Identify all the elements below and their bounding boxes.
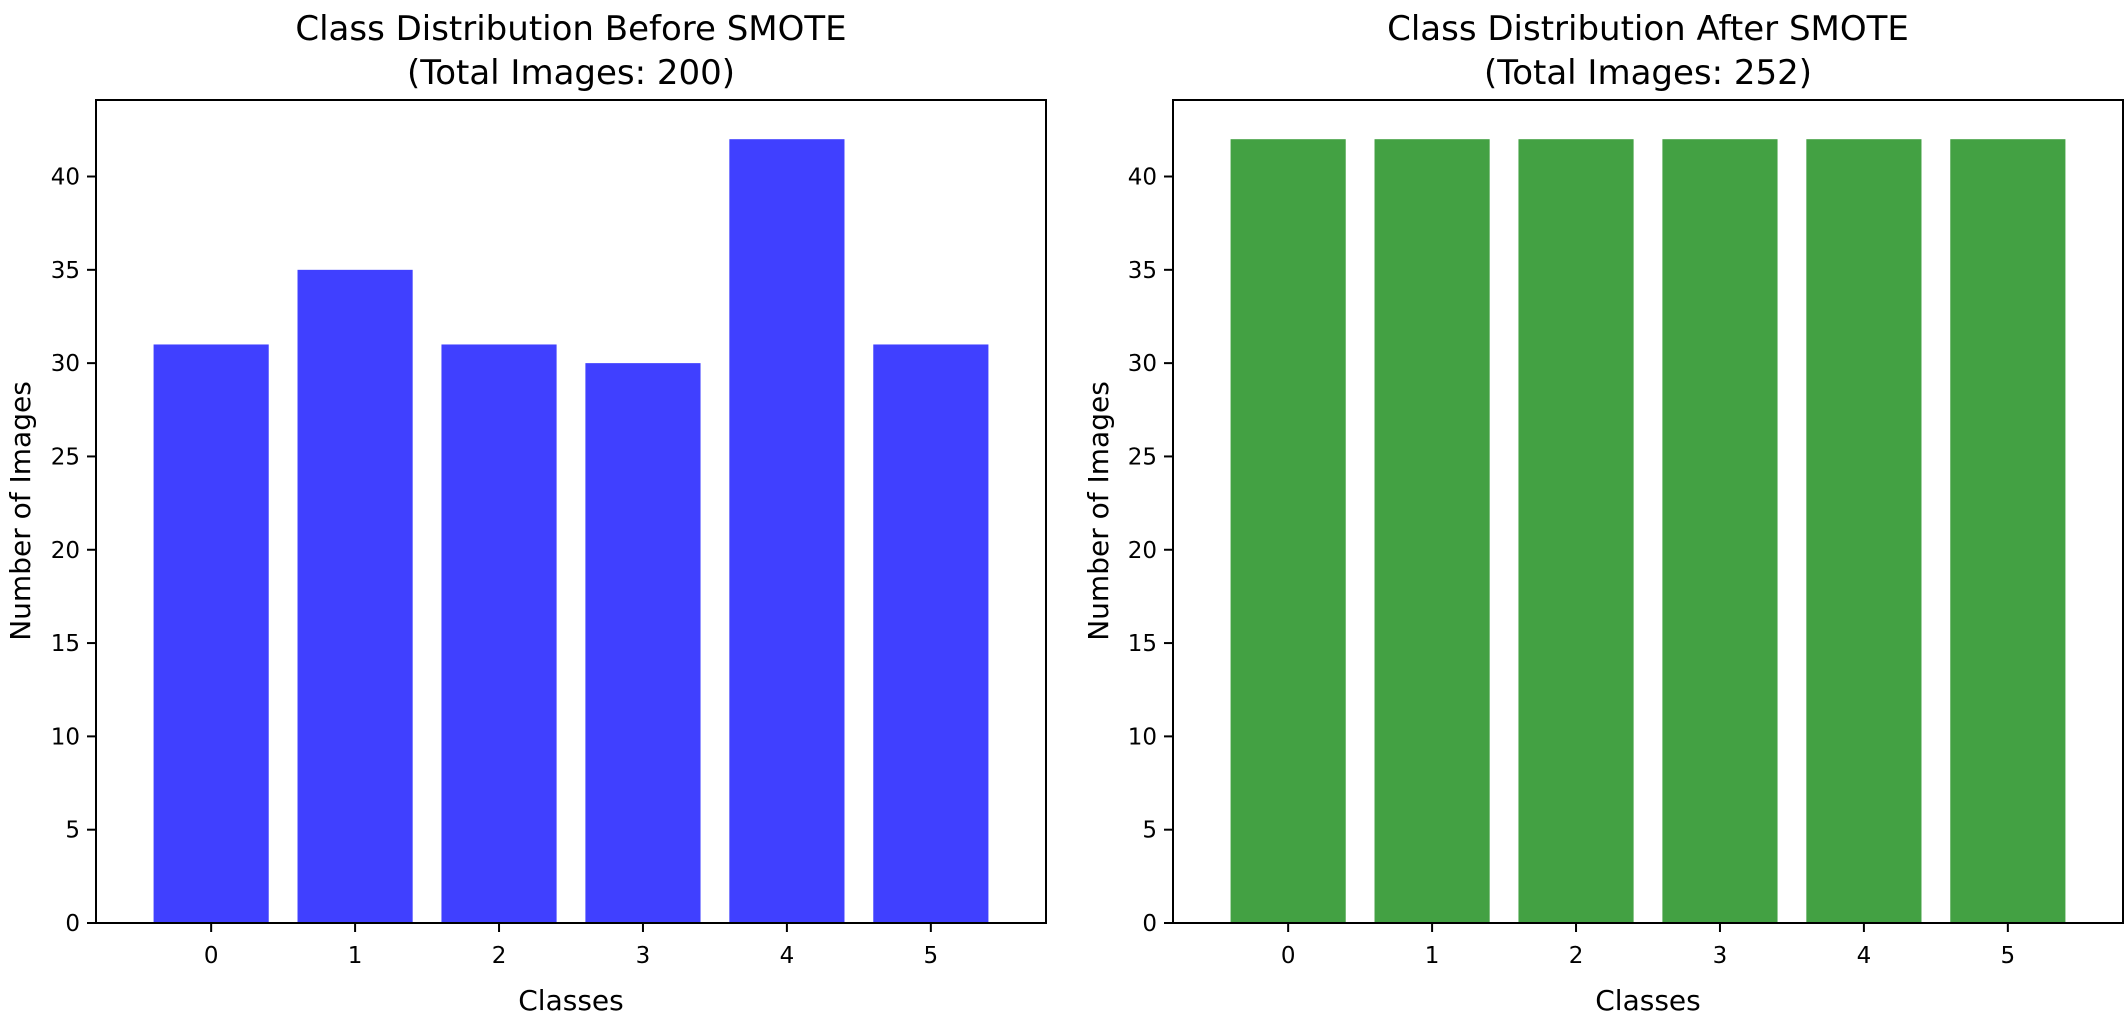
- y-tick-label: 25: [51, 444, 80, 470]
- y-tick-label: 20: [51, 538, 80, 564]
- y-axis-label: Number of Images: [4, 381, 37, 641]
- bars: [1230, 139, 2066, 923]
- x-axis-label: Classes: [1595, 984, 1700, 1017]
- bar-class-0: [1230, 139, 1346, 923]
- bar-class-0: [153, 344, 269, 923]
- plot-area-frame: [1172, 99, 2124, 924]
- chart-before-smote: Class Distribution Before SMOTE (Total I…: [4, 9, 1047, 1017]
- bar-class-3: [1662, 139, 1778, 923]
- plot-area-frame: [95, 99, 1047, 924]
- y-tick-label: 35: [1128, 258, 1157, 284]
- bar-class-4: [1806, 139, 1922, 923]
- x-axis-ticks: 0 1 2 3 4 5: [1281, 923, 2015, 969]
- y-tick-label: 5: [1142, 818, 1157, 844]
- bars: [153, 139, 989, 923]
- chart-subtitle: (Total Images: 200): [407, 53, 735, 93]
- y-tick-label: 25: [1128, 444, 1157, 470]
- x-tick-label: 1: [348, 943, 363, 969]
- y-tick-label: 5: [65, 818, 80, 844]
- x-tick-label: 2: [1569, 943, 1584, 969]
- bar-class-1: [297, 269, 413, 923]
- x-tick-label: 4: [780, 943, 795, 969]
- bar-class-1: [1374, 139, 1490, 923]
- y-tick-label: 15: [51, 631, 80, 657]
- y-tick-label: 20: [1128, 538, 1157, 564]
- bar-class-2: [1518, 139, 1634, 923]
- chart-title: Class Distribution After SMOTE: [1387, 9, 1909, 49]
- chart-after-smote: Class Distribution After SMOTE (Total Im…: [1082, 9, 2124, 1017]
- x-tick-label: 3: [636, 943, 651, 969]
- y-tick-label: 0: [65, 911, 80, 937]
- y-tick-label: 15: [1128, 631, 1157, 657]
- x-tick-label: 5: [2001, 943, 2016, 969]
- y-axis-ticks: 0 5 10 15 20 25 30 35 40: [1128, 165, 1173, 937]
- x-axis-label: Classes: [518, 984, 623, 1017]
- x-tick-label: 4: [1857, 943, 1872, 969]
- y-tick-label: 35: [51, 258, 80, 284]
- y-tick-label: 10: [1128, 724, 1157, 750]
- x-tick-label: 0: [204, 943, 219, 969]
- y-axis-ticks: 0 5 10 15 20 25 30 35 40: [51, 165, 96, 937]
- bar-class-2: [441, 344, 557, 923]
- bar-class-5: [1950, 139, 2066, 923]
- x-tick-label: 5: [924, 943, 939, 969]
- y-tick-label: 40: [51, 165, 80, 191]
- x-tick-label: 1: [1425, 943, 1440, 969]
- x-tick-label: 3: [1713, 943, 1728, 969]
- x-tick-label: 2: [492, 943, 507, 969]
- y-tick-label: 30: [1128, 351, 1157, 377]
- y-tick-label: 40: [1128, 165, 1157, 191]
- y-tick-label: 10: [51, 724, 80, 750]
- bar-class-5: [873, 344, 989, 923]
- y-tick-label: 0: [1142, 911, 1157, 937]
- y-tick-label: 30: [51, 351, 80, 377]
- chart-subtitle: (Total Images: 252): [1484, 53, 1812, 93]
- bar-class-3: [585, 363, 701, 923]
- chart-title: Class Distribution Before SMOTE: [295, 9, 846, 49]
- y-axis-label: Number of Images: [1082, 381, 1115, 641]
- bar-class-4: [729, 139, 845, 923]
- x-axis-ticks: 0 1 2 3 4 5: [204, 923, 938, 969]
- x-tick-label: 0: [1281, 943, 1296, 969]
